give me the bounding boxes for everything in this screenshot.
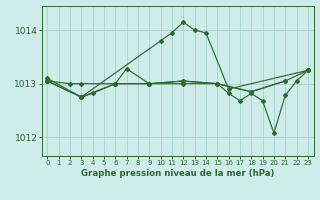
X-axis label: Graphe pression niveau de la mer (hPa): Graphe pression niveau de la mer (hPa) — [81, 169, 274, 178]
